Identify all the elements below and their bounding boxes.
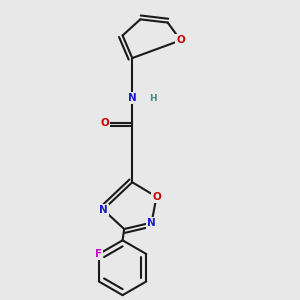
Text: O: O <box>100 118 109 128</box>
Text: H: H <box>149 94 157 103</box>
Text: F: F <box>95 249 102 259</box>
Text: N: N <box>99 205 108 215</box>
Text: N: N <box>147 218 156 228</box>
Text: N: N <box>128 93 136 103</box>
Text: O: O <box>176 35 185 45</box>
Text: O: O <box>152 192 161 202</box>
